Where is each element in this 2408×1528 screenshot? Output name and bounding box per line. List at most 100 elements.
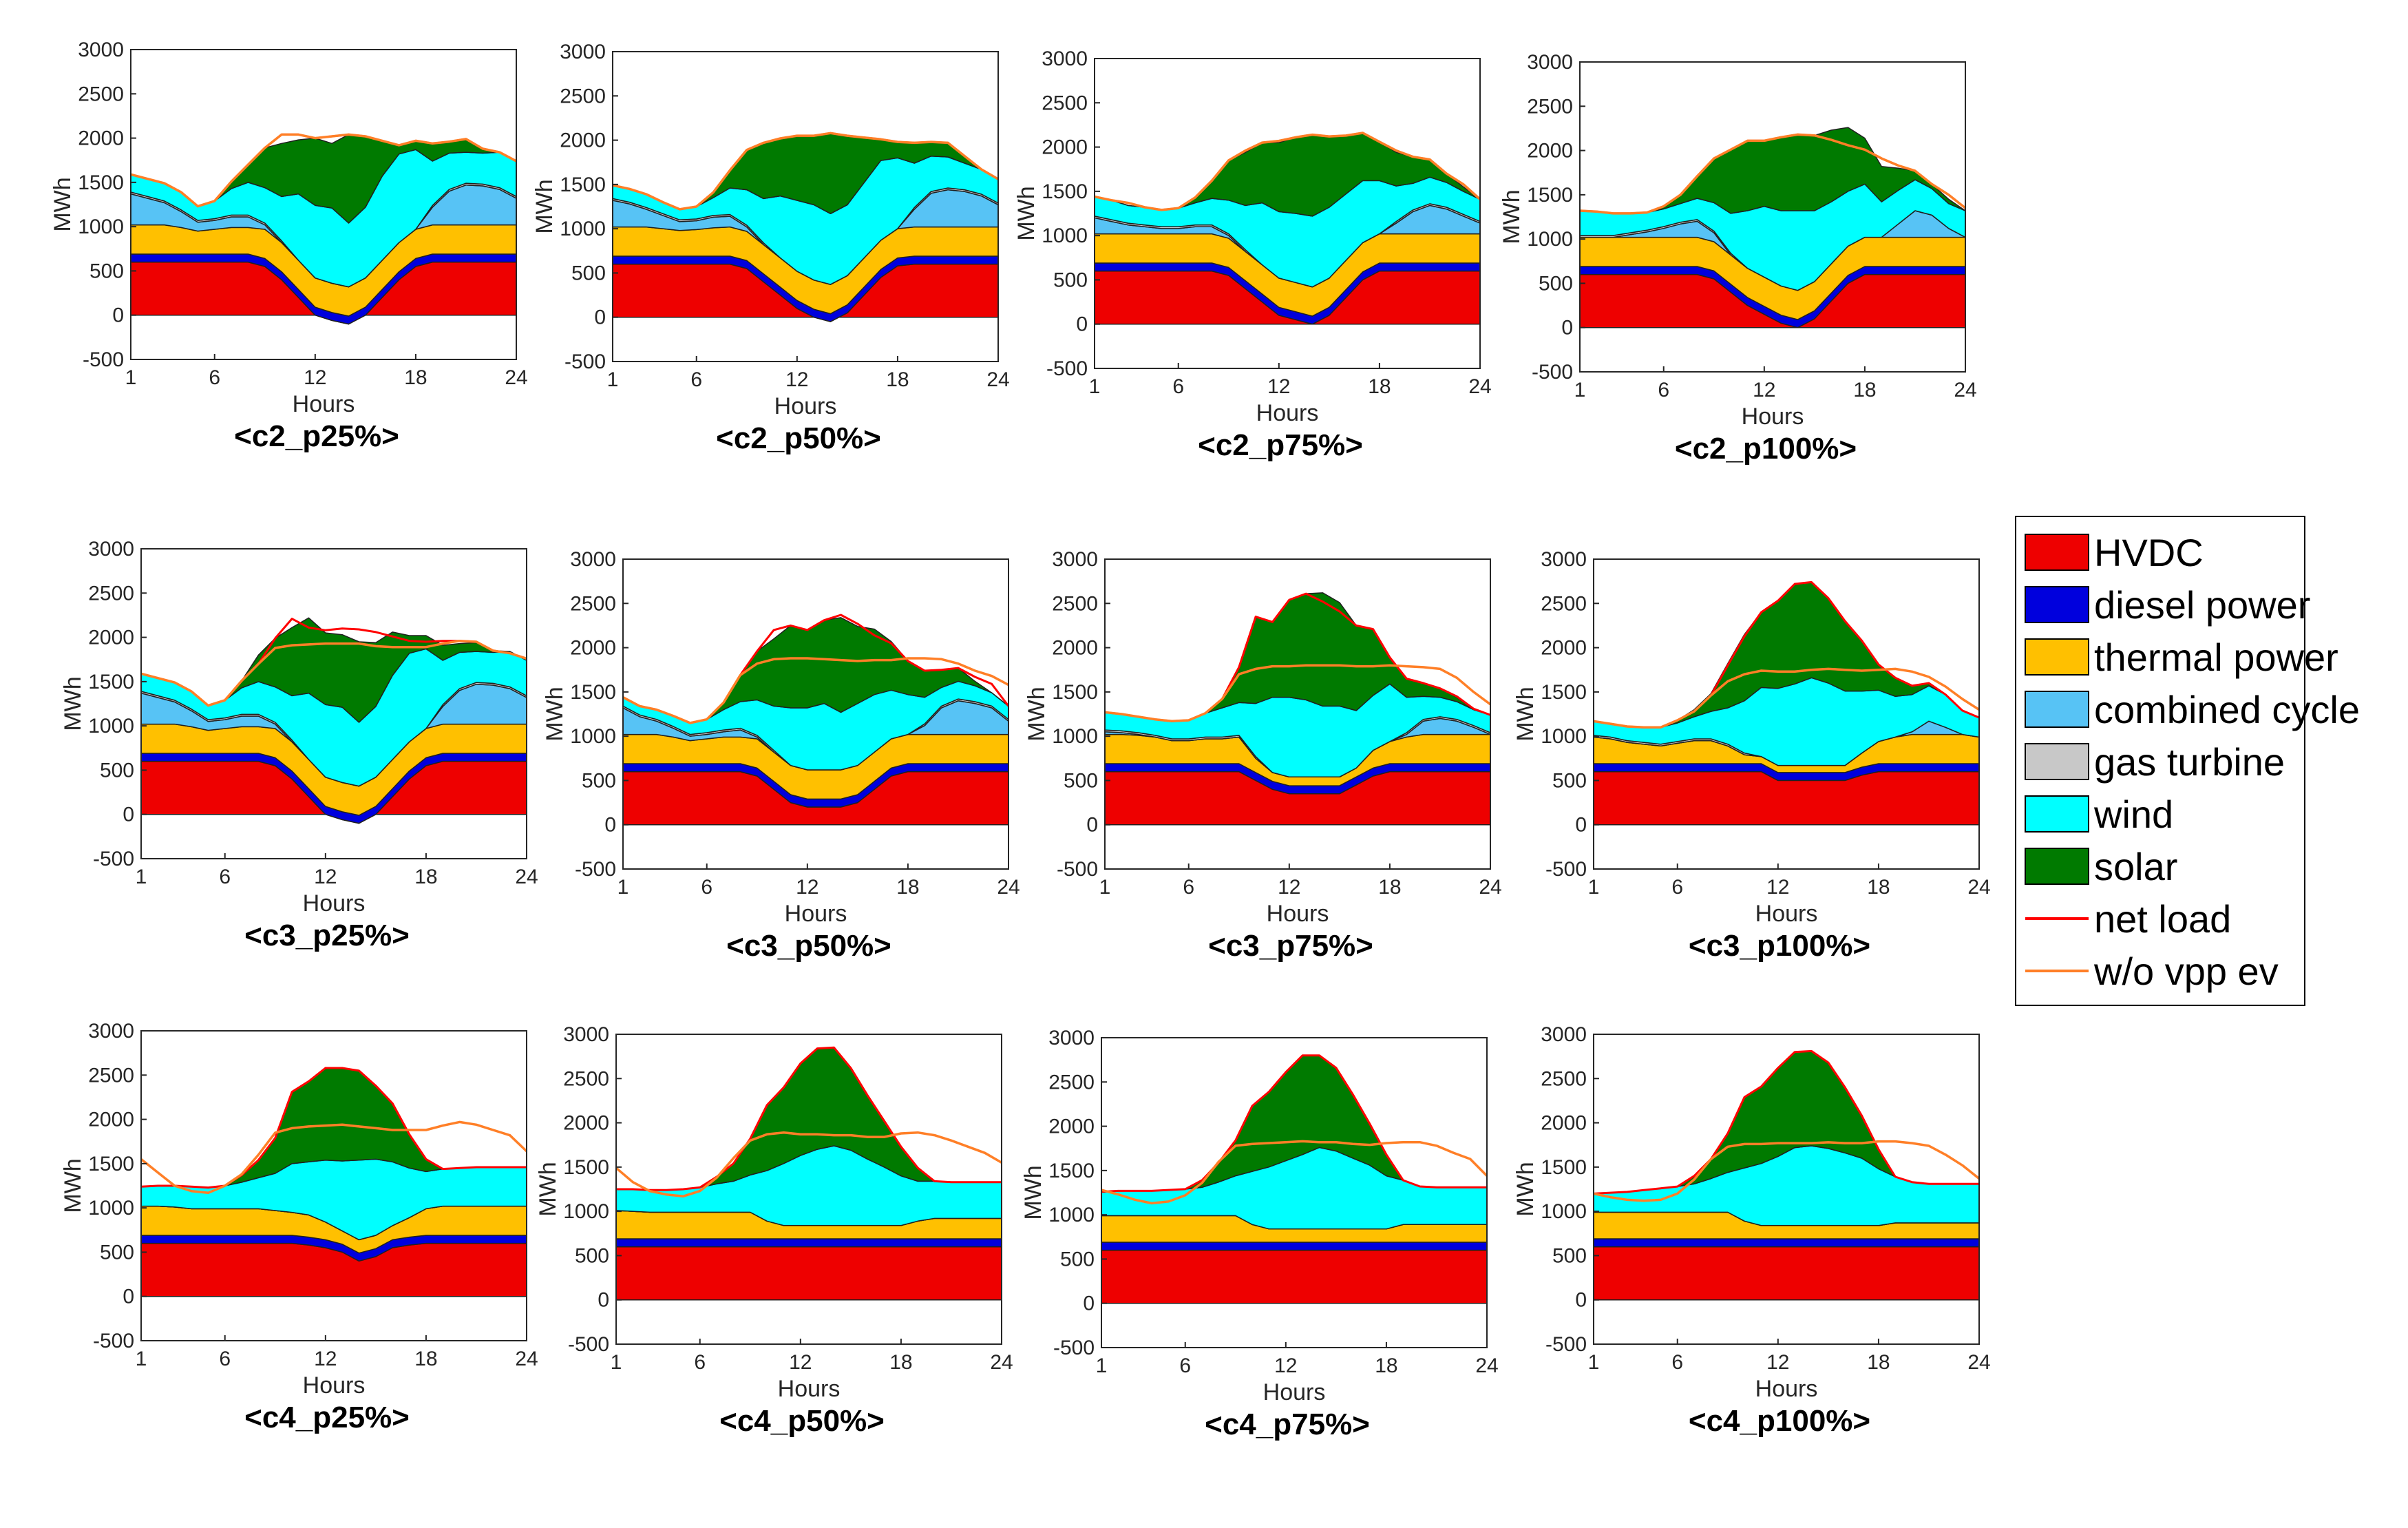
x-tick-label: 1 <box>1574 379 1586 401</box>
y-tick-label: 1000 <box>1527 228 1573 251</box>
x-tick-label: 24 <box>1967 1351 1990 1374</box>
stacked-areas <box>131 133 516 325</box>
y-tick-label: 2500 <box>560 85 606 107</box>
net-load-line <box>141 1067 527 1189</box>
chart-title: <c4_p100%> <box>1689 1404 1870 1438</box>
y-tick-label: 2000 <box>1042 136 1088 159</box>
wo-vpp-ev-line <box>1594 1140 1979 1202</box>
y-tick-label: -500 <box>93 848 134 870</box>
y-tick-label: -500 <box>1545 1333 1587 1356</box>
y-tick-label: -500 <box>83 348 124 371</box>
y-axis-label: MWh <box>1013 186 1039 240</box>
x-axis-label: Hours <box>1267 901 1329 927</box>
y-tick-label: 0 <box>1575 814 1587 837</box>
y-tick-label: 1500 <box>1541 1156 1587 1179</box>
y-tick-label: 500 <box>1552 1244 1587 1267</box>
stacked-areas <box>141 617 527 824</box>
x-tick-label: 18 <box>896 876 919 899</box>
chart-title: <c2_p25%> <box>234 419 399 453</box>
axes-box <box>622 558 1009 870</box>
x-tick-label: 18 <box>414 1348 437 1370</box>
y-tick-label: 1500 <box>1052 681 1098 704</box>
x-tick-label: 24 <box>986 368 1009 391</box>
y-tick-label: 500 <box>1064 769 1098 792</box>
y-axis-label: MWh <box>1020 1165 1046 1220</box>
x-axis-label: Hours <box>1256 400 1319 426</box>
legend-item-hvdc: HVDC <box>2025 531 2204 574</box>
y-tick-label: -500 <box>1545 858 1587 881</box>
legend-swatch <box>2025 795 2089 833</box>
axes-box <box>140 1030 527 1341</box>
y-tick-label: 3000 <box>560 41 606 63</box>
x-tick-label: 18 <box>414 866 437 888</box>
panel-c2-p75: -500 0 500 1000 1500 2000 2500 3000 1 6 12 18 24 Hour… <box>1013 48 1492 462</box>
x-tick-label: 24 <box>505 366 527 389</box>
x-tick-label: 18 <box>886 368 909 391</box>
legend-item-diesel-power: diesel power <box>2025 583 2310 627</box>
x-axis-label: Hours <box>303 890 366 917</box>
x-tick-label: 24 <box>1468 375 1491 398</box>
x-tick-label: 18 <box>889 1351 912 1374</box>
y-tick-label: 1000 <box>78 216 124 238</box>
x-tick-label: 18 <box>1368 375 1391 398</box>
y-tick-label: 2000 <box>78 127 124 150</box>
x-tick-label: 6 <box>1183 876 1194 899</box>
y-tick-label: 0 <box>123 804 134 826</box>
chart-title: <c4_p25%> <box>244 1401 410 1434</box>
x-tick-label: 6 <box>1658 379 1669 401</box>
legend-item-gas-turbine: gas turbine <box>2025 740 2285 784</box>
x-tick-label: 1 <box>1099 876 1111 899</box>
x-axis-label: Hours <box>293 391 355 417</box>
x-tick-label: 12 <box>1278 876 1300 899</box>
legend-label: diesel power <box>2094 583 2310 627</box>
x-tick-label: 24 <box>515 866 538 888</box>
x-tick-label: 1 <box>1096 1354 1108 1377</box>
wo-vpp-ev-line <box>1105 664 1490 723</box>
y-tick-label: -500 <box>1053 1337 1095 1359</box>
y-tick-label: 2000 <box>1048 1116 1095 1138</box>
x-tick-label: 12 <box>796 876 818 899</box>
legend-swatch <box>2025 586 2089 623</box>
y-axis-label: MWh <box>531 179 558 233</box>
y-tick-label: 0 <box>112 304 124 327</box>
y-tick-label: 1000 <box>570 725 616 748</box>
y-tick-label: 1500 <box>570 681 616 704</box>
y-tick-label: 2000 <box>1541 1112 1587 1135</box>
x-tick-label: 18 <box>1378 876 1401 899</box>
legend-swatch <box>2025 638 2089 676</box>
x-axis-label: Hours <box>778 1376 841 1402</box>
y-axis-label: MWh <box>60 676 86 731</box>
y-tick-label: 2000 <box>563 1112 609 1135</box>
panel-c3-p50: -500 0 500 1000 1500 2000 2500 3000 1 6 12 18 24 Hour… <box>542 548 1020 963</box>
panel-c3-p75: -500 0 500 1000 1500 2000 2500 3000 1 6 12 18 24 Hour… <box>1024 548 1502 963</box>
x-tick-label: 6 <box>690 368 702 391</box>
legend-label: thermal power <box>2094 636 2338 679</box>
x-tick-label: 6 <box>1172 375 1184 398</box>
y-tick-label: 1500 <box>88 1153 134 1175</box>
y-tick-label: 2500 <box>1527 95 1573 118</box>
y-axis-label: MWh <box>50 177 76 231</box>
x-tick-label: 6 <box>219 866 231 888</box>
y-tick-label: 1500 <box>1042 180 1088 203</box>
y-tick-label: 1000 <box>1042 224 1088 247</box>
y-tick-label: 1500 <box>563 1156 609 1179</box>
stacked-areas <box>1594 580 1979 826</box>
legend-item-combined-cycle: combined cycle <box>2025 688 2360 731</box>
y-tick-label: 500 <box>571 262 606 284</box>
panel-c4-p75: -500 0 500 1000 1500 2000 2500 3000 1 6 12 18 24 Hour… <box>1020 1027 1499 1441</box>
y-tick-label: 2000 <box>560 129 606 152</box>
y-tick-label: 3000 <box>1541 548 1587 571</box>
y-tick-label: -500 <box>93 1330 134 1352</box>
wo-vpp-ev-line <box>1580 133 1965 215</box>
chart-title: <c2_p75%> <box>1198 428 1363 462</box>
legend-label: solar <box>2094 845 2177 888</box>
x-tick-label: 18 <box>1867 876 1890 899</box>
x-tick-label: 24 <box>1954 379 1976 401</box>
stacked-areas <box>613 132 998 322</box>
stacked-areas <box>1580 127 1965 328</box>
legend-label: HVDC <box>2094 531 2204 574</box>
x-tick-label: 12 <box>314 1348 337 1370</box>
x-tick-label: 24 <box>515 1348 538 1370</box>
y-tick-label: 500 <box>1053 269 1088 291</box>
axes-box <box>1579 61 1966 373</box>
